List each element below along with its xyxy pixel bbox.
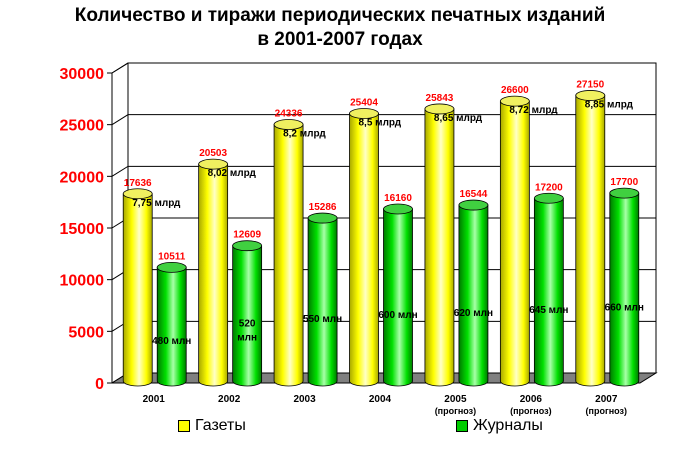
legend-label-zhurnaly: Журналы: [473, 417, 543, 434]
legend-item-zhurnaly: Журналы: [456, 417, 543, 435]
annotation-gazety-2001: 7,75 млрд: [132, 198, 181, 209]
x-tick-label-2007: 2007: [595, 394, 618, 405]
bar-zhurnaly-2001: [156, 266, 187, 387]
annotation-zhurnaly-2002-num: 520: [239, 318, 256, 329]
bar-zhurnaly-2003: [307, 217, 338, 387]
x-tick-label-2002: 2002: [218, 394, 241, 405]
data-label-gazety-2002: 20503: [199, 148, 227, 159]
data-label-zhurnaly-2003: 15286: [309, 202, 337, 213]
data-label-zhurnaly-2002: 12609: [233, 230, 261, 241]
x-tick-label-2004: 2004: [369, 394, 392, 405]
data-label-zhurnaly-2006: 17200: [535, 182, 563, 193]
annotation-zhurnaly-2003: 550 млн: [303, 314, 342, 325]
annotation-gazety-2005: 8,65 млрд: [434, 113, 483, 124]
annotation-gazety-2007: 8,85 млрд: [585, 99, 634, 110]
bar-top-zhurnaly-2004: [383, 203, 413, 215]
bar-gazety-2007: [575, 95, 606, 387]
bar-top-zhurnaly-2001: [156, 261, 187, 273]
bar-gazety-2005: [424, 108, 455, 387]
data-label-gazety-2006: 26600: [501, 85, 529, 96]
bar-top-gazety-2001: [122, 188, 153, 200]
annotation-gazety-2004: 8,5 млрд: [359, 117, 402, 128]
legend-label-gazety: Газеты: [195, 417, 246, 434]
annotation-zhurnaly-2004: 600 млн: [378, 310, 417, 321]
y-tick-label: 5000: [68, 324, 104, 341]
annotation-gazety-2006: 8,72 млрд: [509, 105, 558, 116]
legend-item-gazety: Газеты: [178, 417, 246, 435]
bar-zhurnaly-2007: [609, 192, 640, 387]
bar-zhurnaly-2004: [383, 208, 413, 387]
data-label-gazety-2005: 25843: [426, 93, 454, 104]
annotation-zhurnaly-2001: 480 млн: [152, 336, 191, 347]
y-tick-label: 10000: [60, 273, 105, 290]
x-tick-sublabel-2006: (прогноз): [510, 406, 551, 416]
data-label-zhurnaly-2004: 16160: [384, 193, 412, 204]
bar-top-gazety-2003: [273, 119, 304, 130]
annotation-zhurnaly-2007: 660 млн: [605, 303, 644, 314]
y-tick-label: 15000: [60, 221, 105, 238]
bar-top-zhurnaly-2007: [609, 187, 640, 199]
chart-title-line2: в 2001-2007 годах: [257, 29, 423, 50]
x-tick-label-2005: 2005: [444, 394, 467, 405]
y-tick-label: 30000: [60, 66, 105, 83]
bar-top-gazety-2004: [349, 108, 379, 119]
x-tick-label-2006: 2006: [520, 394, 543, 405]
y-tick-label: 25000: [60, 118, 105, 135]
y-tick-label: 20000: [60, 169, 105, 186]
bar-gazety-2001: [122, 193, 153, 387]
data-label-gazety-2007: 27150: [576, 79, 604, 90]
bar-top-gazety-2002: [198, 158, 229, 170]
legend: Газеты Журналы: [178, 417, 598, 437]
y-tick-label: 0: [95, 376, 104, 393]
bar-top-gazety-2007: [575, 90, 606, 101]
annotation-zhurnaly-2002-unit: млн: [237, 332, 257, 343]
bar-top-zhurnaly-2002: [232, 240, 263, 252]
x-tick-label-2003: 2003: [293, 394, 316, 405]
data-label-gazety-2004: 25404: [350, 97, 378, 108]
annotation-gazety-2002: 8,02 млрд: [208, 168, 257, 179]
annotation-gazety-2003: 8,2 млрд: [283, 129, 326, 140]
data-label-zhurnaly-2001: 10511: [158, 251, 186, 262]
data-label-gazety-2001: 17636: [124, 178, 152, 189]
y-axis-top-edge: [111, 62, 129, 74]
bar-top-zhurnaly-2006: [533, 192, 564, 204]
x-tick-sublabel-2007: (прогноз): [586, 406, 627, 416]
data-label-gazety-2003: 24336: [275, 109, 303, 120]
bar-top-gazety-2006: [499, 95, 530, 107]
bar-gazety-2003: [273, 124, 304, 387]
annotation-zhurnaly-2005: 620 млн: [454, 308, 493, 319]
chart-title-line1: Количество и тиражи периодических печатн…: [74, 5, 606, 26]
bar-zhurnaly-2005: [458, 204, 489, 387]
annotation-zhurnaly-2006: 645 млн: [529, 305, 568, 316]
data-label-zhurnaly-2005: 16544: [460, 189, 488, 200]
x-tick-sublabel-2005: (прогноз): [435, 406, 476, 416]
data-label-zhurnaly-2007: 17700: [610, 177, 638, 188]
bar-gazety-2004: [349, 113, 379, 387]
bar-top-zhurnaly-2005: [458, 199, 489, 211]
bar-zhurnaly-2002: [232, 245, 263, 387]
bar-top-zhurnaly-2003: [307, 212, 338, 224]
bar-top-gazety-2005: [424, 103, 455, 115]
gridline: [111, 114, 656, 126]
legend-swatch-gazety: [178, 420, 190, 432]
bar-gazety-2006: [499, 100, 530, 387]
gridline: [111, 165, 656, 177]
bar-gazety-2002: [198, 163, 229, 387]
x-tick-label-2001: 2001: [143, 394, 166, 405]
bar-zhurnaly-2006: [533, 197, 564, 387]
legend-swatch-zhurnaly: [456, 420, 468, 432]
chart-title: Количество и тиражи периодических печатн…: [60, 4, 620, 52]
